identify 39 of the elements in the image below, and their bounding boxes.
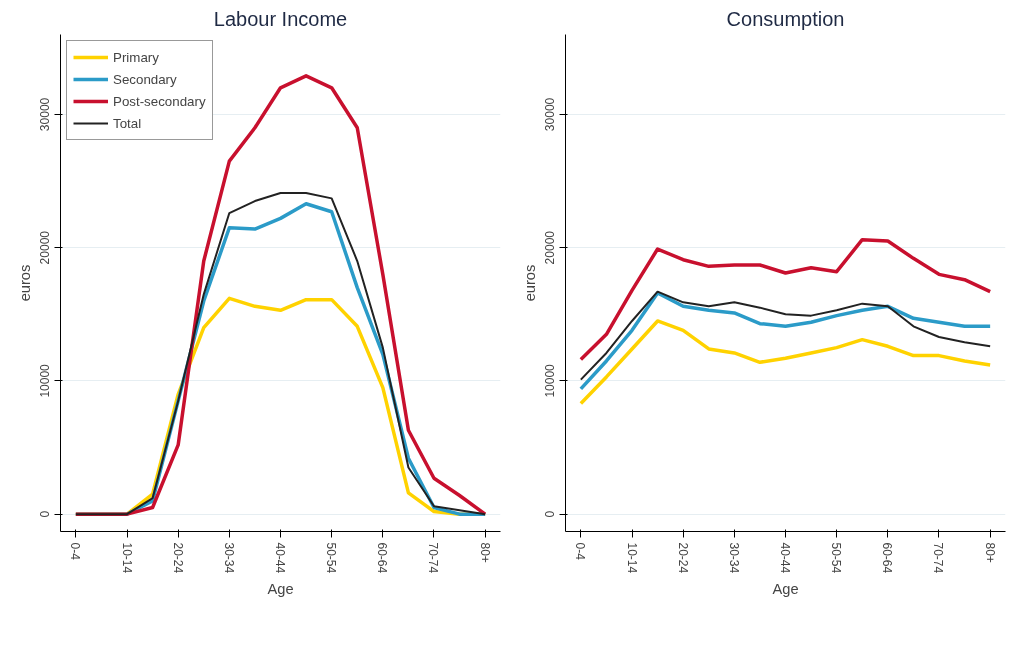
x-tick-label: 60-64 [880,542,895,574]
line-series [74,74,487,516]
x-tick-label: 0-4 [573,542,588,561]
y-tick-label: 10000 [38,363,53,398]
line-series [579,319,992,406]
legend-label: Total [113,115,142,131]
x-tick-label: 70-74 [426,542,441,574]
y-tick-label: 10000 [543,363,558,398]
y-axis-title: euros [521,264,538,302]
y-tick-label: 30000 [543,97,558,132]
chart-title: Consumption [726,7,845,30]
x-tick-label: 30-34 [726,542,741,574]
y-tick-label: 20000 [543,230,558,265]
x-tick-label: 80+ [982,542,997,563]
x-tick-label: 50-54 [829,542,844,574]
x-tick-label: 80+ [477,542,492,563]
y-tick-label: 0 [38,510,53,518]
x-tick-label: 30-34 [221,542,236,574]
legend-label: Post-secondary [113,93,206,109]
x-tick-label: 60-64 [375,542,390,574]
legend-label: Secondary [113,71,177,87]
x-tick-label: 20-24 [170,542,185,574]
x-axis-title: Age [772,581,799,598]
y-axis-title: euros [16,264,33,302]
y-tick-label: 0 [543,510,558,518]
legend-label: Primary [113,49,159,65]
x-tick-label: 70-74 [931,542,946,574]
x-axis-title: Age [267,581,294,598]
chart-title: Labour Income [213,7,348,30]
x-tick-label: 20-24 [675,542,690,574]
x-tick-label: 10-14 [119,542,134,574]
y-tick-label: 20000 [38,230,53,265]
x-tick-label: 40-44 [778,542,792,574]
x-tick-label: 0-4 [68,542,83,561]
y-tick-label: 30000 [38,97,53,132]
x-tick-label: 40-44 [273,542,287,574]
x-tick-label: 50-54 [324,542,339,574]
line-series [579,237,992,362]
x-tick-label: 10-14 [624,542,639,574]
